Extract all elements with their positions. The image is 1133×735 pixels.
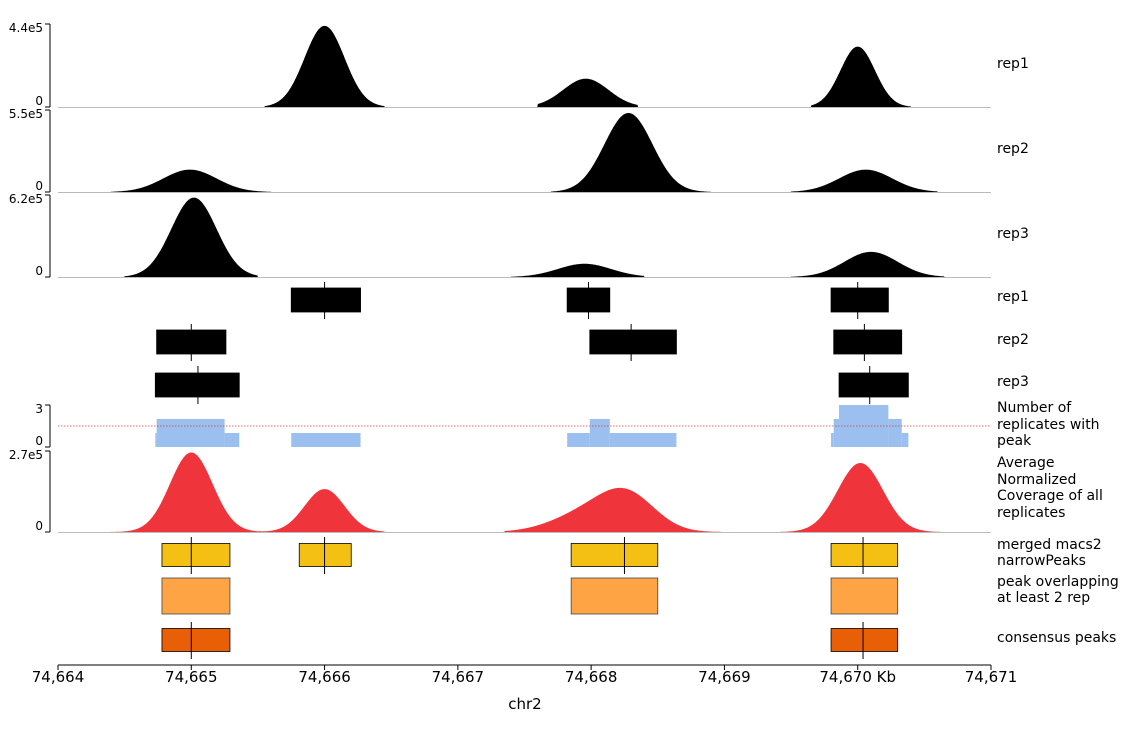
count-segment-1: [156, 419, 225, 447]
interval-peaks_rep2-2: [833, 329, 903, 355]
count-segment-2: [224, 433, 240, 447]
interval-peaks_rep3-0: [154, 372, 240, 398]
count-segment-6: [609, 433, 677, 447]
interval-merged_peaks-0: [161, 543, 231, 567]
track-label-average_coverage: Average Normalized Coverage of all repli…: [997, 455, 1103, 521]
interval-overlap_peaks-0: [161, 577, 231, 615]
track-label-merged_peaks: merged macs2 narrowPeaks: [997, 536, 1102, 570]
track-label-peaks_rep2: rep2: [997, 331, 1029, 348]
x-tick-label-4: 74,668: [565, 668, 618, 686]
y-min-label-cov_rep1: 0: [35, 94, 43, 108]
interval-peaks_rep1-0: [290, 287, 361, 313]
x-tick-label-0: 74,664: [32, 668, 85, 686]
coverage-area-cov_rep3: [58, 197, 991, 277]
track-label-consensus_peaks: consensus peaks: [997, 629, 1117, 646]
x-tick-label-6: 74,670 Kb: [819, 668, 896, 686]
interval-merged_peaks-2: [570, 543, 659, 567]
y-max-label-cov_rep2: 5.5e5: [9, 107, 43, 121]
count-segment-3: [291, 433, 361, 447]
interval-peaks_rep1-2: [830, 287, 889, 313]
track-label-cov_rep3: rep3: [997, 225, 1029, 242]
interval-merged_peaks-1: [298, 543, 352, 567]
track-label-overlap_peaks: peak overlapping at least 2 rep: [997, 573, 1119, 607]
count-segment-5: [589, 419, 610, 447]
y-max-label-cov_rep3: 6.2e5: [9, 192, 43, 206]
coverage-area-cov_rep2: [58, 113, 991, 192]
coverage-area-average_coverage: [58, 452, 991, 532]
track-label-peaks_rep1: rep1: [997, 288, 1029, 305]
track-label-cov_rep1: rep1: [997, 55, 1029, 72]
interval-peaks_rep2-1: [589, 329, 677, 355]
y-max-label-cov_rep1: 4.4e5: [9, 21, 43, 35]
y-min-label-average_coverage: 0: [35, 519, 43, 533]
count-segment-7: [831, 433, 834, 447]
interval-merged_peaks-3: [830, 543, 899, 567]
track-label-peaks_rep3: rep3: [997, 373, 1029, 390]
y-max-label-replicate_count: 3: [35, 402, 43, 416]
y-min-label-replicate_count: 0: [35, 434, 43, 448]
track-label-cov_rep2: rep2: [997, 140, 1029, 157]
y-min-label-cov_rep2: 0: [35, 179, 43, 193]
interval-overlap_peaks-2: [830, 577, 899, 615]
count-segment-11: [901, 433, 909, 447]
interval-overlap_peaks-1: [570, 577, 659, 615]
count-segment-4: [567, 433, 590, 447]
x-tick-label-5: 74,669: [698, 668, 751, 686]
count-segment-10: [888, 419, 902, 447]
x-axis-title: chr2: [508, 695, 542, 713]
x-tick-label-3: 74,667: [432, 668, 485, 686]
interval-peaks_rep3-1: [838, 372, 909, 398]
x-tick-label-2: 74,666: [298, 668, 351, 686]
y-min-label-cov_rep3: 0: [35, 264, 43, 278]
interval-consensus_peaks-0: [161, 628, 231, 652]
count-segment-0: [155, 433, 157, 447]
track-label-replicate_count: Number of replicates with peak: [997, 400, 1100, 450]
interval-consensus_peaks-1: [830, 628, 899, 652]
x-tick-label-1: 74,665: [165, 668, 218, 686]
x-tick-label-7: 74,671: [965, 668, 1018, 686]
y-max-label-average_coverage: 2.7e5: [9, 448, 43, 462]
coverage-area-cov_rep1: [58, 25, 991, 107]
count-segment-8: [833, 419, 840, 447]
